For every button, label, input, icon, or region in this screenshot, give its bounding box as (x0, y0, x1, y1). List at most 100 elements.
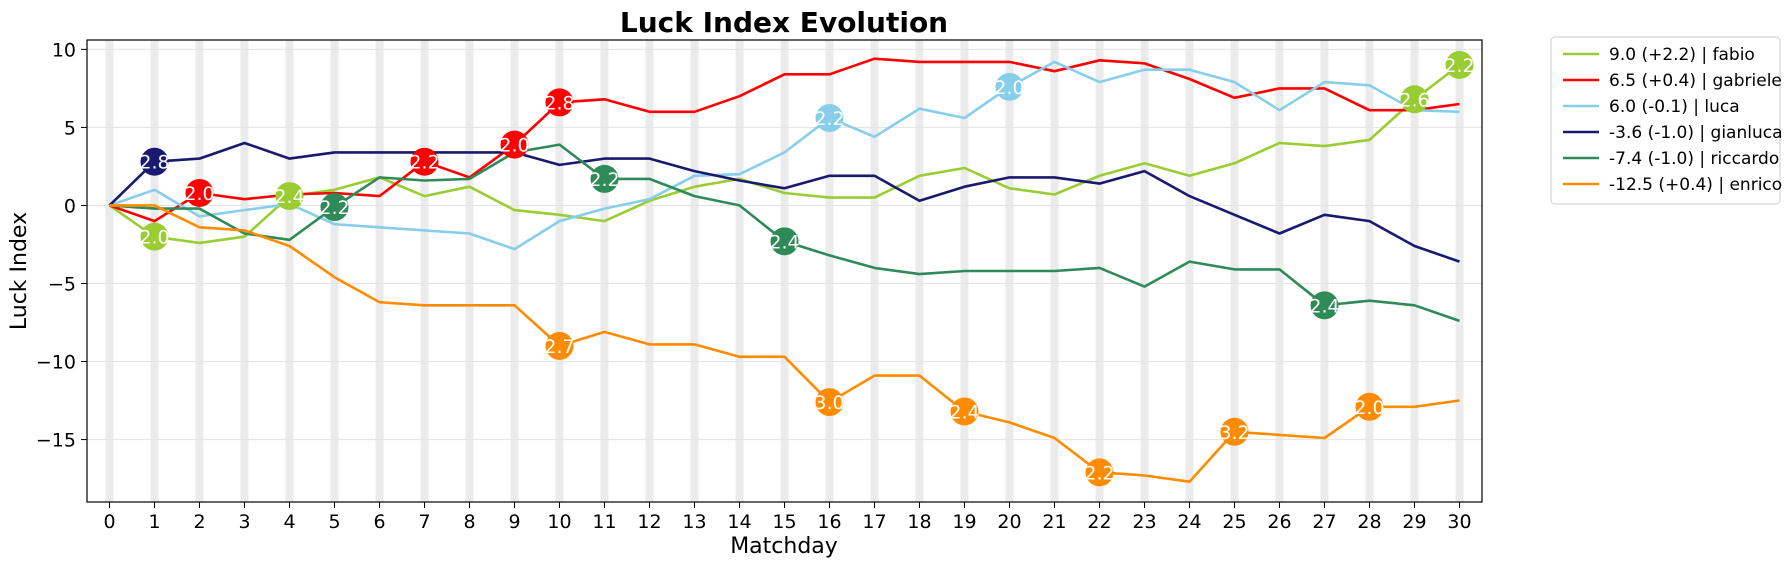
legend-label-5: -12.5 (+0.4) | enrico (1609, 175, 1782, 195)
marker-5-5 (1355, 392, 1384, 421)
marker-3-0 (140, 147, 169, 176)
marker-label-1-3: 2.8 (544, 92, 574, 114)
x-tick-label-1: 1 (148, 511, 160, 533)
matchday-bands (105, 40, 1464, 502)
x-tick-label-8: 8 (463, 511, 475, 533)
matchday-band-5 (330, 40, 339, 502)
matchday-band-30 (1455, 40, 1464, 502)
y-axis-label: Luck Index (7, 212, 32, 330)
y-tick-label-4: −10 (36, 352, 76, 374)
marker-label-1-2: 2.0 (499, 135, 529, 157)
matchday-band-23 (1140, 40, 1149, 502)
x-tick-label-4: 4 (283, 511, 295, 533)
x-tick-label-17: 17 (862, 511, 886, 533)
x-tick-label-30: 30 (1447, 511, 1471, 533)
legend: 9.0 (+2.2) | fabio 6.5 (+0.4) | gabriele 6… (1550, 36, 1783, 205)
x-tick-label-28: 28 (1357, 511, 1381, 533)
matchday-band-2 (195, 40, 204, 502)
matchday-band-29 (1410, 40, 1419, 502)
marker-5-2 (950, 397, 979, 426)
matchday-band-11 (600, 40, 609, 502)
marker-0-1 (275, 182, 304, 211)
x-tick-label-6: 6 (373, 511, 385, 533)
marker-label-2-0: 2.2 (814, 108, 844, 130)
marker-label-0-0: 2.0 (139, 227, 169, 249)
x-tick-label-5: 5 (328, 511, 340, 533)
matchday-band-27 (1320, 40, 1329, 502)
marker-label-0-3: 2.2 (1444, 55, 1474, 77)
grid-lines (87, 48, 1482, 441)
x-tick-label-7: 7 (418, 511, 430, 533)
marker-label-5-3: 2.2 (1084, 462, 1114, 484)
legend-label-4: -7.4 (-1.0) | riccardo (1609, 149, 1779, 169)
x-tick-label-2: 2 (193, 511, 205, 533)
marker-label-1-0: 2.0 (184, 183, 214, 205)
matchday-band-8 (465, 40, 474, 502)
marker-5-3 (1085, 458, 1114, 487)
matchday-band-25 (1230, 40, 1239, 502)
matchday-band-14 (735, 40, 744, 502)
marker-2-0 (815, 104, 844, 133)
marker-1-0 (185, 178, 214, 207)
marker-label-5-0: 2.7 (544, 336, 574, 358)
y-tick-label-3: −5 (48, 273, 76, 295)
chart-title: Luck Index Evolution (620, 6, 948, 39)
x-tick-label-25: 25 (1222, 511, 1246, 533)
marker-1-2 (500, 130, 529, 159)
x-axis-ticks: 0 1 2 3 4 5 6 7 8 9 10 11 12 13 14 15 16 17 18 19 20 21 22 23 24… (103, 502, 1472, 533)
marker-label-5-2: 2.4 (949, 401, 979, 423)
y-axis-ticks: 10 5 0 −5 −10 −15 (36, 39, 87, 452)
matchday-band-3 (240, 40, 249, 502)
series-line-2 (109, 60, 1460, 251)
x-axis-label: Matchday (730, 534, 838, 559)
marker-4-0 (320, 193, 349, 222)
y-tick-label-2: 0 (64, 195, 76, 217)
series-line-3 (108, 141, 1460, 263)
marker-label-4-1: 2.2 (589, 169, 619, 191)
marker-label-0-1: 2.4 (274, 186, 304, 208)
marker-label-4-2: 2.4 (769, 231, 799, 253)
matchday-band-24 (1185, 40, 1194, 502)
matchday-band-22 (1095, 40, 1104, 502)
marker-5-4 (1220, 417, 1249, 446)
x-tick-label-10: 10 (547, 511, 571, 533)
x-tick-label-22: 22 (1087, 511, 1111, 533)
marker-4-1 (590, 164, 619, 193)
marker-5-1 (815, 388, 844, 417)
x-tick-label-26: 26 (1267, 511, 1291, 533)
legend-label-0: 9.0 (+2.2) | fabio (1609, 45, 1755, 65)
marker-label-4-0: 2.2 (319, 197, 349, 219)
marker-label-5-5: 2.0 (1354, 397, 1384, 419)
matchday-band-13 (690, 40, 699, 502)
marker-label-0-2: 2.6 (1399, 89, 1429, 111)
x-tick-label-9: 9 (508, 511, 520, 533)
x-tick-label-19: 19 (952, 511, 976, 533)
marker-0-2 (1400, 85, 1429, 114)
matchday-band-12 (645, 40, 654, 502)
marker-4-3 (1310, 291, 1339, 320)
matchday-band-17 (870, 40, 879, 502)
x-tick-label-21: 21 (1042, 511, 1066, 533)
x-tick-label-27: 27 (1312, 511, 1336, 533)
marker-label-5-4: 3.2 (1219, 422, 1249, 444)
legend-label-2: 6.0 (-0.1) | luca (1609, 97, 1740, 117)
matchday-band-1 (150, 40, 159, 502)
matchday-band-18 (915, 40, 924, 502)
marker-4-2 (770, 227, 799, 256)
matchday-band-7 (420, 40, 429, 502)
y-tick-label-5: −15 (36, 430, 76, 452)
marker-2-1 (995, 72, 1024, 101)
legend-box (1550, 36, 1781, 205)
series-line-0 (108, 63, 1461, 245)
marker-label-2-1: 2.0 (994, 77, 1024, 99)
x-tick-label-13: 13 (682, 511, 706, 533)
x-tick-label-24: 24 (1177, 511, 1201, 533)
marker-1-3 (545, 88, 574, 117)
x-tick-label-20: 20 (997, 511, 1021, 533)
x-tick-label-3: 3 (238, 511, 250, 533)
legend-label-1: 6.5 (+0.4) | gabriele (1609, 71, 1782, 91)
series-markers: 2.0 2.4 2.6 2.2 2.0 2.2 2.0 2.8 2.2 2.0 2.8 2.2 2.2 2… (139, 50, 1475, 487)
matchday-band-9 (510, 40, 519, 502)
series-line-1 (109, 57, 1460, 223)
